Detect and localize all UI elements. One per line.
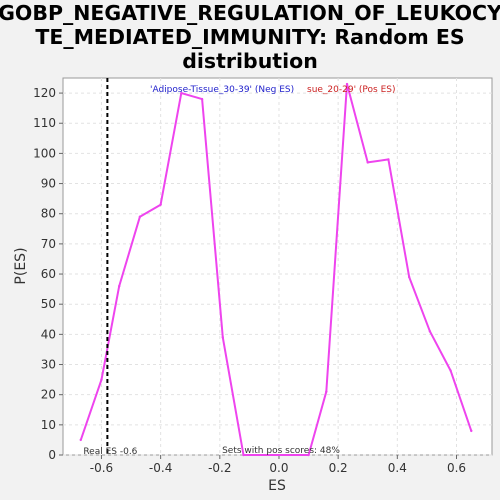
y-tick-label: 110 [33,116,56,130]
y-axis-label: P(ES) [13,247,29,284]
data-point [366,161,369,164]
y-tick-label: 120 [33,86,56,100]
y-tick-label: 40 [41,327,56,341]
plot-area [62,77,493,456]
chart-title-line-3: distribution [182,49,318,73]
data-point [200,97,204,101]
data-point [79,438,82,442]
grid-lines [63,78,492,456]
data-point [449,369,452,372]
data-point [387,158,390,161]
x-tick-label: 0.4 [388,461,407,475]
x-tick-label: -0.4 [149,461,172,475]
y-tick-label: 70 [41,237,56,251]
data-point [470,429,473,433]
neg-es-label: 'Adipose-Tissue_30-39' (Neg ES) [150,85,294,95]
x-tick-label: 0.6 [447,461,466,475]
y-tick-label: 10 [41,418,56,432]
y-tick-label: 20 [41,388,56,402]
axes: 0 10 20 30 40 50 60 70 80 90 100 110 120 -0.6 -0.4 -0.2… [33,86,466,475]
real-es-label: Real ES -0.6 [83,447,137,457]
data-point [118,284,121,288]
data-point [242,453,245,457]
data-point [221,336,224,339]
pos-es-label: sue_20-29' (Pos ES) [307,85,396,95]
data-point [428,330,432,333]
y-tick-label: 80 [41,207,56,221]
x-axis-label: ES [268,478,286,494]
data-point [138,215,142,218]
sets-pos-scores-label: Sets with pos scores: 48% [222,446,340,456]
data-point [100,378,103,381]
data-point [159,203,162,206]
y-tick-label: 60 [41,267,56,281]
x-tick-label: -0.6 [90,461,113,475]
data-point [345,82,349,86]
series-points [79,82,473,457]
chart-title-line-1: GOBP_NEGATIVE_REGULATION_OF_LEUKOCY [0,1,500,25]
y-tick-label: 0 [48,448,56,462]
data-point [407,275,411,279]
data-point [325,390,328,393]
y-tick-label: 100 [33,146,56,160]
data-point [180,91,183,95]
chart-title-line-2: TE_MEDIATED_IMMUNITY: Random ES [35,25,464,49]
x-tick-label: 0.2 [329,461,348,475]
y-tick-label: 50 [41,297,56,311]
y-tick-label: 90 [41,177,56,191]
data-point [307,453,310,457]
series-line [79,83,473,456]
x-tick-label: 0.0 [269,461,288,475]
annotation-clip: 'Adipose-Tissue_30-39' (Neg ES) sue_20-2… [150,85,396,95]
x-tick-label: -0.2 [208,461,231,475]
y-tick-label: 30 [41,358,56,372]
